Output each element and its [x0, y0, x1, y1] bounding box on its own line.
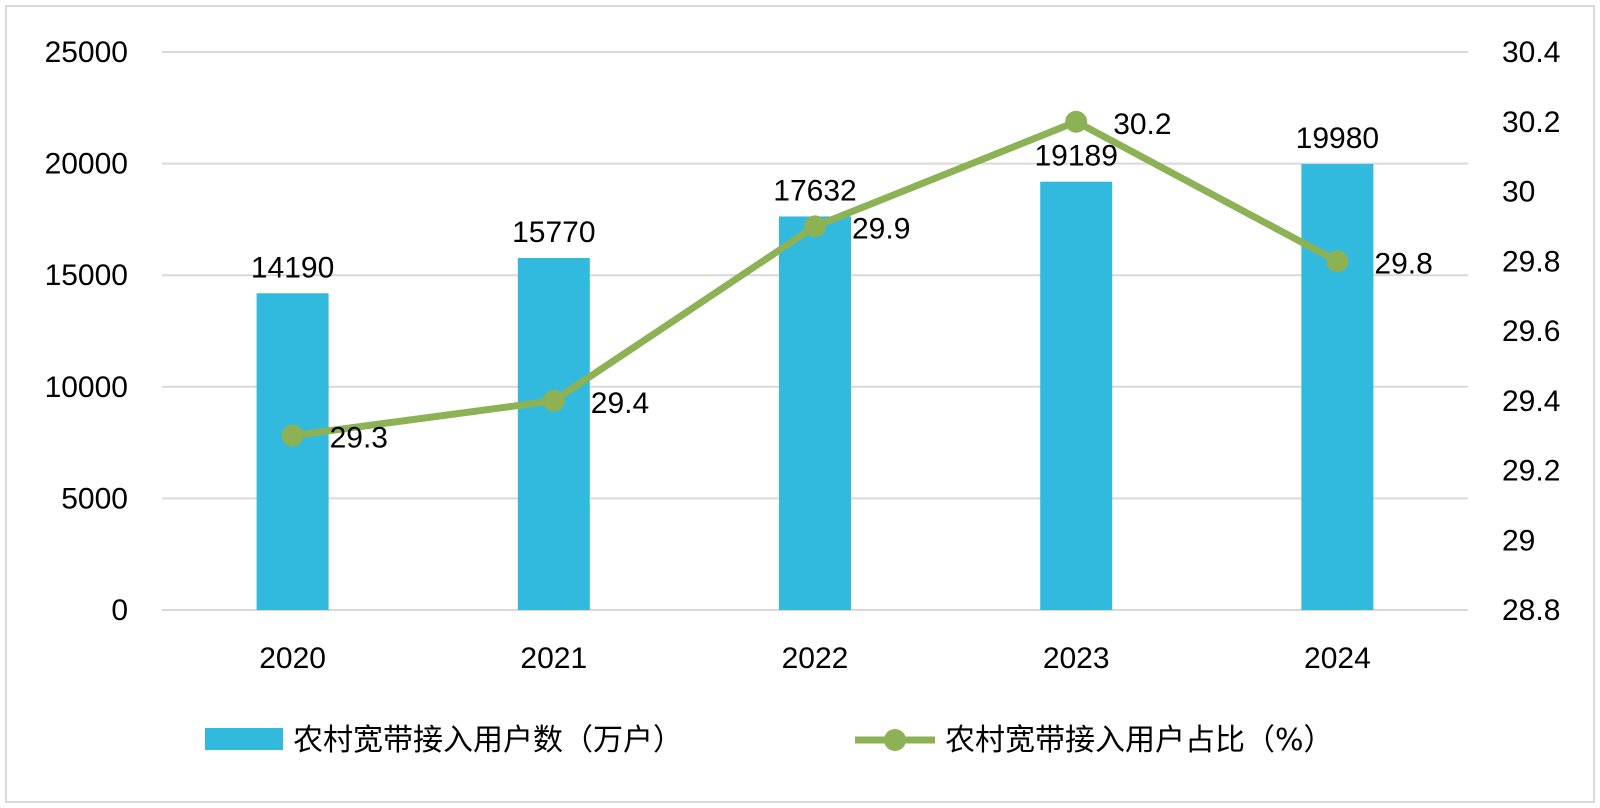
bar: [256, 293, 329, 610]
line-point: [1326, 250, 1349, 273]
legend: 农村宽带接入用户数（万户） 农村宽带接入用户占比（%）: [205, 723, 1334, 758]
line-data-label: 29.8: [1374, 247, 1432, 280]
y-right-tick-label: 29.2: [1502, 455, 1560, 488]
y-left-tick-label: 25000: [45, 36, 128, 69]
y-right-tick-label: 30: [1502, 176, 1535, 209]
legend-swatch-marker: [884, 729, 906, 751]
bar: [779, 216, 851, 610]
y-left-tick-label: 5000: [61, 482, 128, 515]
line-data-label: 29.3: [330, 422, 388, 455]
x-tick-label: 2021: [520, 642, 587, 675]
bar-series: [256, 164, 1374, 611]
x-axis: 2020 2021 2022 2023 2024: [259, 642, 1371, 675]
y-right-tick-label: 29: [1502, 524, 1535, 557]
line-point: [542, 389, 565, 412]
y-left-tick-label: 15000: [45, 259, 128, 292]
line-data-label: 30.2: [1113, 108, 1171, 141]
line-data-label: 29.9: [852, 212, 910, 245]
bar: [1301, 164, 1374, 611]
bar: [1040, 181, 1113, 610]
y-right-tick-label: 30.2: [1502, 106, 1560, 139]
y-axis-left: 0 5000 10000 15000 20000 25000: [45, 36, 128, 627]
line-point: [1065, 110, 1088, 133]
y-right-tick-label: 30.4: [1502, 36, 1560, 69]
x-tick-label: 2023: [1043, 642, 1110, 675]
y-right-tick-label: 29.8: [1502, 245, 1560, 278]
bar-data-label: 15770: [512, 216, 595, 249]
line-data-label: 29.4: [591, 387, 649, 420]
y-axis-right: 28.8 29 29.2 29.4 29.6 29.8 30 30.2 30.4: [1502, 36, 1560, 627]
legend-label-line: 农村宽带接入用户占比（%）: [945, 723, 1334, 758]
x-tick-label: 2024: [1304, 642, 1371, 675]
line-point: [281, 424, 304, 447]
y-left-tick-label: 10000: [45, 371, 128, 404]
y-right-tick-label: 29.6: [1502, 315, 1560, 348]
bar: [517, 258, 590, 610]
y-left-tick-label: 0: [111, 594, 128, 627]
x-tick-label: 2022: [782, 642, 849, 675]
legend-swatch-bar: [205, 728, 283, 750]
y-left-tick-label: 20000: [45, 148, 128, 181]
bar-data-label: 17632: [773, 174, 856, 207]
legend-label-bar: 农村宽带接入用户数（万户）: [293, 723, 683, 758]
y-right-tick-label: 29.4: [1502, 385, 1560, 418]
bar-data-label: 14190: [251, 251, 334, 284]
x-tick-label: 2020: [259, 642, 326, 675]
line-point: [804, 215, 826, 238]
bar-data-label: 19980: [1296, 122, 1379, 155]
gridlines: [162, 51, 1468, 611]
y-right-tick-label: 28.8: [1502, 594, 1560, 627]
line-series: [281, 110, 1349, 447]
bar-data-label: 19189: [1034, 140, 1117, 173]
data-labels: 14190 15770 17632 19189 19980 29.3 29.4 29.9 30.…: [251, 108, 1433, 455]
